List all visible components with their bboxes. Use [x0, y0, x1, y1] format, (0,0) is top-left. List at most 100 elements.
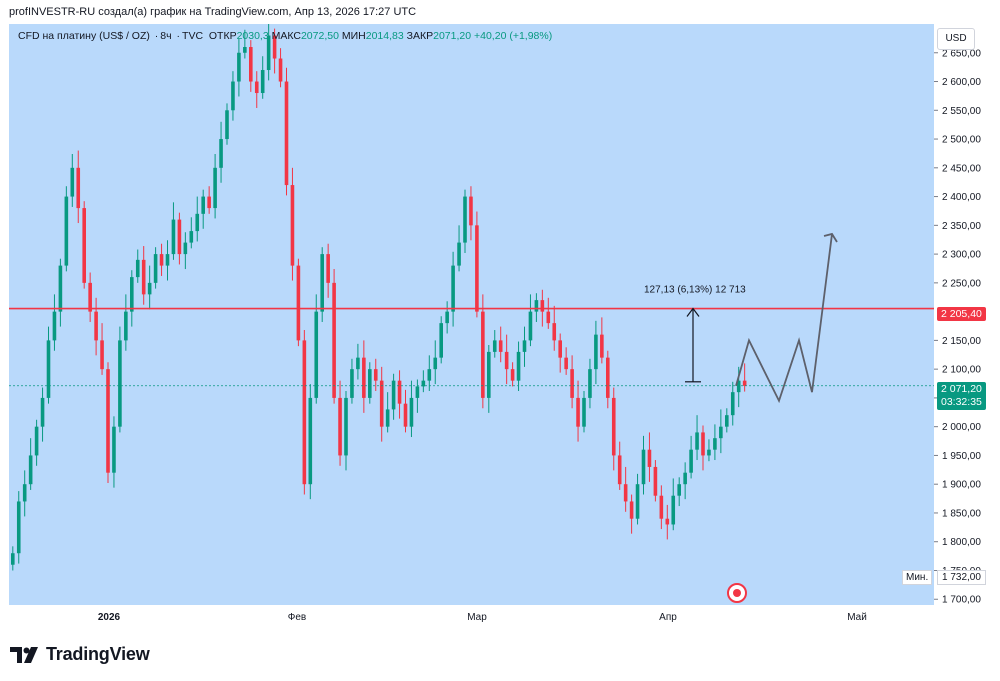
candle-body: [28, 455, 33, 485]
candle-body: [594, 334, 598, 370]
currency-button[interactable]: USD: [937, 28, 975, 50]
candle-body: [350, 369, 354, 398]
countdown-timer: 03:32:35: [941, 396, 982, 408]
measure-label: 127,13 (6,13%) 12 713: [644, 285, 746, 296]
candle-body: [570, 369, 574, 398]
price-tick-label: 1 950,00: [942, 451, 981, 462]
candle-body: [195, 213, 200, 232]
candle-body: [338, 397, 342, 456]
candle-body: [600, 334, 604, 358]
candle-body: [302, 340, 307, 485]
candle-body: [106, 369, 110, 473]
candle-body: [34, 426, 39, 456]
candle-body: [207, 196, 211, 209]
price-chart[interactable]: 127,13 (6,13%) 12 713 2 650,00 2 600,00 2 …: [9, 24, 990, 627]
candle-body: [284, 81, 289, 186]
close-label: ЗАКР: [406, 30, 434, 42]
candle-body: [707, 449, 711, 456]
candle-body: [165, 254, 170, 266]
change-value: +40,20 (+1,98%): [474, 30, 553, 42]
price-tick-label: 2 650,00: [942, 48, 981, 59]
candle-body: [677, 484, 681, 496]
candle-body: [16, 501, 21, 554]
candle-body: [528, 311, 533, 341]
price-tick-label: 1 900,00: [942, 480, 981, 491]
candle-body: [124, 311, 128, 341]
candle-body: [314, 311, 319, 398]
candle-body: [742, 380, 747, 386]
candle-body: [445, 311, 449, 324]
candle-body: [260, 70, 265, 94]
time-axis: 2026 Фев Мар Апр Май: [98, 612, 867, 623]
price-tick-label: 2 400,00: [942, 192, 981, 203]
candle-body: [88, 282, 92, 312]
candle-body: [213, 167, 217, 209]
candle-body: [254, 81, 259, 94]
candle-body: [504, 351, 509, 370]
candle-body: [171, 219, 176, 255]
candle-body: [40, 397, 45, 427]
candle-body: [487, 351, 491, 398]
candle-body: [516, 351, 521, 381]
candle-body: [308, 397, 313, 485]
candle-body: [492, 340, 497, 352]
last-price-value: 2 071,20: [941, 383, 982, 395]
candle-body: [463, 196, 467, 243]
candle-body: [385, 409, 390, 427]
price-tick-label: 2 000,00: [942, 422, 981, 433]
candle-body: [582, 397, 586, 427]
candle-body: [475, 225, 479, 312]
candle-body: [409, 397, 414, 427]
chart-area[interactable]: [9, 24, 990, 627]
close-value: 2071,20: [433, 30, 472, 42]
candle-body: [130, 277, 134, 312]
candle-body: [290, 185, 295, 266]
candle-body: [58, 265, 63, 312]
candle-body: [100, 340, 104, 370]
candle-body: [540, 300, 545, 312]
candle-body: [713, 438, 717, 450]
candle-body: [64, 196, 69, 266]
price-tick-label: 2 550,00: [942, 106, 981, 117]
candle-body: [725, 415, 729, 427]
candle-body: [391, 380, 396, 410]
candles-group: [11, 24, 747, 571]
symbol-name[interactable]: CFD на платину (US$ / OZ): [18, 30, 150, 42]
candle-body: [320, 254, 324, 312]
price-tick-label: 2 600,00: [942, 77, 981, 88]
source-label: TVC: [182, 30, 204, 42]
candle-body: [296, 265, 301, 341]
candle-body: [219, 139, 223, 168]
candle-body: [46, 340, 51, 398]
open-value: 2030,3: [236, 30, 269, 42]
candle-body: [159, 254, 164, 266]
candle-body: [373, 369, 378, 381]
interval-label[interactable]: 8ч: [160, 30, 172, 42]
min-price-value: 1 732,00: [937, 570, 986, 585]
projection-arrow-head: [823, 232, 838, 243]
candle-body: [510, 369, 515, 381]
time-tick-label: Апр: [659, 612, 677, 623]
candle-body: [635, 484, 640, 519]
candle-body: [344, 397, 348, 456]
candle-body: [231, 81, 235, 111]
candle-body: [736, 380, 741, 393]
candle-body: [427, 369, 432, 381]
candle-body: [623, 484, 628, 502]
price-tick-label: 2 150,00: [942, 336, 981, 347]
candle-body: [183, 242, 188, 255]
candle-body: [719, 426, 723, 439]
candle-body: [701, 432, 705, 456]
candle-body: [22, 484, 27, 502]
low-label: МИН: [341, 30, 366, 42]
candle-body: [564, 357, 568, 370]
price-tick-label: 2 100,00: [942, 365, 981, 376]
candle-body: [421, 380, 426, 387]
tradingview-logo[interactable]: TradingView: [10, 644, 150, 665]
candle-body: [534, 300, 539, 312]
candle-body: [695, 432, 699, 450]
candle-body: [249, 47, 253, 82]
high-value: 2072,50: [300, 30, 339, 42]
candle-body: [52, 311, 57, 341]
price-axis: 2 650,00 2 600,00 2 550,00 2 500,00 2 450,00…: [934, 48, 981, 606]
